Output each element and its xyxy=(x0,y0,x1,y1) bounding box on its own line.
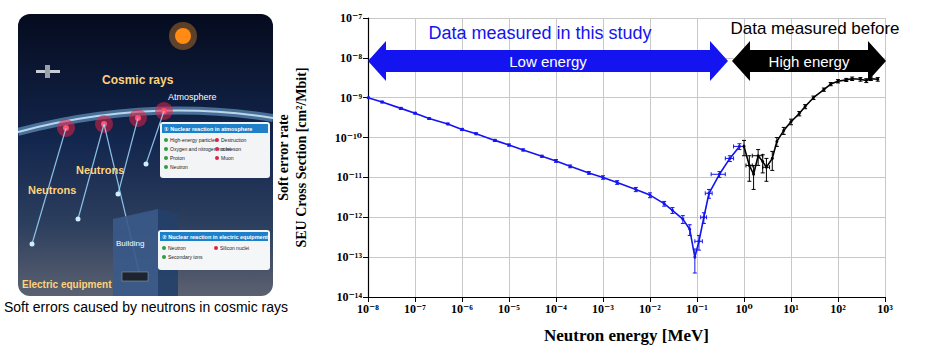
svg-text:10⁻⁴: 10⁻⁴ xyxy=(545,302,567,316)
svg-text:10²: 10² xyxy=(830,302,846,316)
svg-text:10⁻⁵: 10⁻⁵ xyxy=(498,302,520,316)
svg-text:Data measured before: Data measured before xyxy=(730,19,899,38)
svg-text:High energy: High energy xyxy=(769,53,850,70)
svg-text:② Nuclear reaction in electric: ② Nuclear reaction in electric equipment xyxy=(162,234,268,240)
svg-text:Neutron energy [MeV]: Neutron energy [MeV] xyxy=(544,326,709,345)
svg-text:10³: 10³ xyxy=(877,302,893,316)
svg-text:Atmosphere: Atmosphere xyxy=(168,92,217,102)
svg-text:10⁻¹¹: 10⁻¹¹ xyxy=(336,170,362,184)
svg-text:Soft error rate: Soft error rate xyxy=(276,114,291,201)
svg-text:10⁻²: 10⁻² xyxy=(639,302,661,316)
svg-text:High-energy particles: High-energy particles xyxy=(170,137,218,143)
svg-text:Destruction: Destruction xyxy=(221,137,247,143)
svg-text:10⁻⁷: 10⁻⁷ xyxy=(404,302,426,316)
svg-text:SEU Cross Section [cm²/Mbit]: SEU Cross Section [cm²/Mbit] xyxy=(294,67,309,247)
svg-text:10⁻⁷: 10⁻⁷ xyxy=(340,11,362,25)
svg-text:Muon: Muon xyxy=(221,155,234,161)
svg-text:Oxygen and nitrogen nuclei: Oxygen and nitrogen nuclei xyxy=(170,146,231,152)
html-text:Soft errors caused by neutrons: Soft errors caused by neutrons in cosmic… xyxy=(4,299,288,315)
svg-text:Building: Building xyxy=(116,239,144,248)
svg-text:Secondary ions: Secondary ions xyxy=(168,254,203,260)
svg-text:① Nuclear reaction in atmosphe: ① Nuclear reaction in atmosphere xyxy=(164,126,252,132)
svg-text:Proton: Proton xyxy=(170,155,185,161)
svg-text:10⁻¹⁰: 10⁻¹⁰ xyxy=(335,131,362,145)
svg-text:10⁻⁹: 10⁻⁹ xyxy=(340,91,362,105)
svg-text:Neutron: Neutron xyxy=(170,164,188,170)
svg-text:10⁻¹: 10⁻¹ xyxy=(686,302,708,316)
svg-text:Cosmic rays: Cosmic rays xyxy=(102,73,174,87)
svg-text:Neutron: Neutron xyxy=(168,245,186,251)
svg-text:10¹: 10¹ xyxy=(783,302,799,316)
svg-text:10⁻¹⁴: 10⁻¹⁴ xyxy=(336,290,362,304)
svg-text:Neutrons: Neutrons xyxy=(76,164,124,176)
svg-text:π-meson: π-meson xyxy=(221,146,241,152)
svg-text:10⁰: 10⁰ xyxy=(735,302,752,316)
svg-text:10⁻¹³: 10⁻¹³ xyxy=(336,250,362,264)
svg-text:Low energy: Low energy xyxy=(509,53,587,70)
svg-text:Silicon nuclei: Silicon nuclei xyxy=(220,245,249,251)
svg-text:10⁻⁸: 10⁻⁸ xyxy=(340,51,362,65)
svg-text:Electric equipment: Electric equipment xyxy=(22,279,112,290)
svg-text:10⁻³: 10⁻³ xyxy=(592,302,614,316)
svg-text:10⁻⁶: 10⁻⁶ xyxy=(451,302,473,316)
svg-text:10⁻¹²: 10⁻¹² xyxy=(336,210,362,224)
svg-text:Neutrons: Neutrons xyxy=(28,184,76,196)
svg-text:10⁻⁸: 10⁻⁸ xyxy=(357,302,379,316)
svg-text:Data measured in this study: Data measured in this study xyxy=(428,23,651,43)
